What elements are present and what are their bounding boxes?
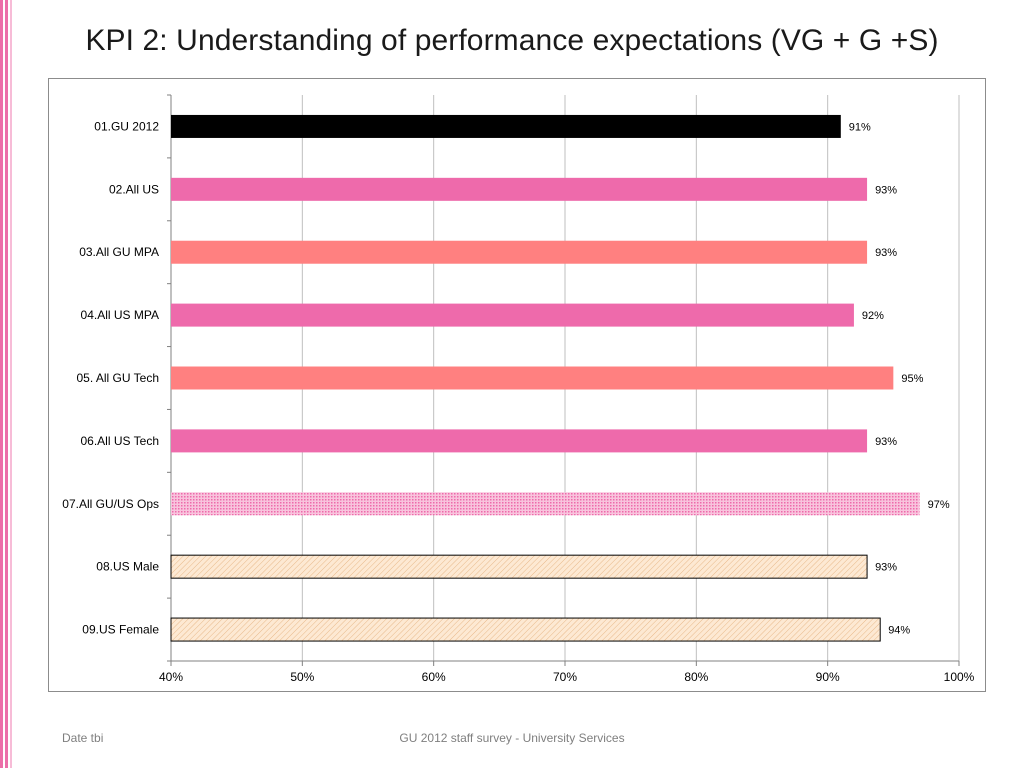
footer-source: GU 2012 staff survey - University Servic… [399,731,625,745]
data-label: 91% [849,121,871,133]
category-label: 02.All US [109,182,159,196]
category-label: 06.All US Tech [81,434,160,448]
slide-title: KPI 2: Understanding of performance expe… [85,24,939,57]
data-label: 93% [875,184,897,196]
category-label: 04.All US MPA [81,308,159,322]
footer-date: Date tbi [62,731,104,745]
x-tick-label: 90% [816,670,840,684]
bar-3 [171,240,868,264]
category-label: 05. All GU Tech [77,371,160,385]
left-decorative-stripe [0,0,14,768]
stripe-line-2 [5,0,8,768]
bar-4 [171,303,854,327]
data-label: 92% [862,310,884,322]
x-tick-label: 100% [944,670,975,684]
category-label: 01.GU 2012 [94,119,159,133]
category-label: 03.All GU MPA [79,245,159,259]
bar-7 [171,492,920,516]
bar-9 [170,617,881,642]
bar-5 [171,366,894,390]
category-label: 08.US Male [96,560,159,574]
bar-chart: 40% 50% 60% 70% 80% 90% 100% 01.GU 2012 91% 02.Al… [62,94,975,684]
data-label: 93% [875,436,897,448]
data-label: 93% [875,562,897,574]
x-tick-label: 60% [422,670,446,684]
stripe-line-3 [10,0,12,768]
x-tick-label: 80% [684,670,708,684]
data-label: 97% [928,499,950,511]
data-label: 93% [875,247,897,259]
category-label: 07.All GU/US Ops [62,497,159,511]
labels: 40% 50% 60% 70% 80% 90% 100% 01.GU 2012 91% 02.Al… [62,119,974,684]
bar-8 [170,554,868,579]
stripe-line-1 [0,0,3,768]
x-tick-label: 70% [553,670,577,684]
data-label: 95% [901,373,923,385]
bar-1 [171,114,841,138]
x-tick-label: 40% [159,670,183,684]
bars [170,114,920,642]
chart-frame: 40% 50% 60% 70% 80% 90% 100% 01.GU 2012 91% 02.Al… [48,78,986,692]
bar-2 [171,177,868,201]
category-label: 09.US Female [82,623,159,637]
x-tick-label: 50% [290,670,314,684]
bar-6 [171,429,868,453]
data-label: 94% [888,625,910,637]
